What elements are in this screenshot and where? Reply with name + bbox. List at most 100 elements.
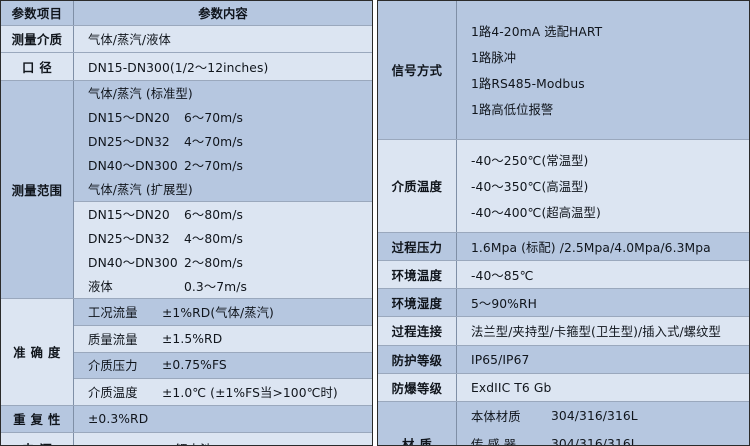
range-line: DN25～DN32 4～70m/s bbox=[74, 129, 372, 153]
material-line-value: 304/316/316L bbox=[551, 408, 638, 423]
range-line-value: 4～80m/s bbox=[184, 232, 243, 246]
row-label-explosion-grade: 防爆等级 bbox=[378, 374, 457, 401]
accuracy-line-key: 介质压力 bbox=[88, 359, 138, 374]
table-row-ambient-humidity: 环境湿度 5～90%RH bbox=[378, 289, 749, 317]
header-cell-parameter-content: 参数内容 bbox=[198, 7, 248, 21]
material-line-key: 本体材质 bbox=[471, 409, 521, 424]
range-line-value: 4～70m/s bbox=[184, 135, 243, 149]
accuracy-line-value: ±1.5%RD bbox=[162, 331, 223, 346]
accuracy-line: 工况流量 ±1%RD(气体/蒸汽) bbox=[74, 299, 372, 326]
row-value-power: 24V DC、3.6V锂电池 bbox=[74, 433, 372, 446]
range-line: DN15～DN20 6～70m/s bbox=[74, 105, 372, 129]
row-label-material: 材 质 bbox=[378, 402, 457, 445]
range-line-value: 0.3～7m/s bbox=[184, 280, 248, 294]
row-label-measuring-range: 测量范围 bbox=[1, 81, 74, 298]
accuracy-line: 介质温度 ±1.0℃ (±1%FS当>100℃时) bbox=[74, 379, 372, 405]
signal-line: 1路4-20mA 选配HART bbox=[471, 25, 603, 39]
table-row-protection-grade: 防护等级 IP65/IP67 bbox=[378, 346, 749, 374]
medium-temp-line: -40～250℃(常温型) bbox=[471, 154, 589, 168]
signal-line: 1路RS485-Modbus bbox=[471, 77, 585, 91]
range-line-key: DN25～DN32 bbox=[88, 135, 170, 149]
range-line: DN15～DN20 6～80m/s bbox=[74, 202, 372, 226]
signal-line: 1路高低位报警 bbox=[471, 103, 554, 117]
material-lines: 本体材质 304/316/316L 传 感 器 304/316/316L 仪表壳… bbox=[457, 402, 749, 446]
left-spec-table: 参数项目 参数内容 测量介质 气体/蒸汽/液体 口 径 DN15-DN300(1… bbox=[0, 0, 373, 446]
table-row-repeatability: 重 复 性 ±0.3%RD bbox=[1, 406, 372, 433]
row-label-ambient-temperature: 环境温度 bbox=[378, 261, 457, 288]
row-value-process-pressure: 1.6Mpa (标配) /2.5Mpa/4.0Mpa/6.3Mpa bbox=[471, 240, 711, 255]
range-line-key: 气体/蒸汽 (标准型) bbox=[88, 87, 193, 101]
row-value-signal-mode: 1路4-20mA 选配HART 1路脉冲 1路RS485-Modbus 1路高低… bbox=[457, 1, 749, 139]
row-label-repeatability: 重 复 性 bbox=[1, 406, 74, 432]
range-line: 气体/蒸汽 (扩展型) bbox=[74, 177, 372, 202]
table-row-process-pressure: 过程压力 1.6Mpa (标配) /2.5Mpa/4.0Mpa/6.3Mpa bbox=[378, 233, 749, 261]
accuracy-line-key: 质量流量 bbox=[88, 332, 138, 347]
table-row-medium-temperature: 介质温度 -40～250℃(常温型) -40～350℃(高温型) -40～400… bbox=[378, 140, 749, 233]
table-row-material: 材 质 本体材质 304/316/316L 传 感 器 304/316/316L… bbox=[378, 402, 749, 446]
table-row-accuracy: 准 确 度 工况流量 ±1%RD(气体/蒸汽) 质量流量 ±1.5%RD 介质压… bbox=[1, 299, 372, 406]
table-header-row: 参数项目 参数内容 bbox=[1, 1, 372, 26]
row-label-medium-temperature: 介质温度 bbox=[378, 140, 457, 232]
right-spec-table: 信号方式 1路4-20mA 选配HART 1路脉冲 1路RS485-Modbus… bbox=[377, 0, 750, 446]
accuracy-line-key: 工况流量 bbox=[88, 305, 138, 320]
range-line-key: DN15～DN20 bbox=[88, 111, 170, 125]
accuracy-line: 质量流量 ±1.5%RD bbox=[74, 325, 372, 353]
range-line-value: 6～80m/s bbox=[184, 208, 243, 222]
row-value-explosion-grade: ExdIIC T6 Gb bbox=[471, 380, 552, 395]
signal-line: 1路脉冲 bbox=[471, 51, 517, 65]
row-value-accuracy: 工况流量 ±1%RD(气体/蒸汽) 质量流量 ±1.5%RD 介质压力 ±0.7… bbox=[74, 299, 372, 405]
range-line: DN40～DN300 2～80m/s bbox=[74, 250, 372, 274]
table-row-power: 电 源 24V DC、3.6V锂电池 bbox=[1, 433, 372, 446]
accuracy-line-value: ±1%RD(气体/蒸汽) bbox=[162, 305, 274, 320]
table-row-ambient-temperature: 环境温度 -40～85℃ bbox=[378, 261, 749, 289]
row-value-caliber: DN15-DN300(1/2～12inches) bbox=[88, 60, 269, 75]
table-row-measuring-range: 测量范围 气体/蒸汽 (标准型) DN15～DN20 6～70m/s DN25～… bbox=[1, 81, 372, 299]
accuracy-line-key: 介质温度 bbox=[88, 386, 138, 401]
range-line: DN25～DN32 4～80m/s bbox=[74, 226, 372, 250]
range-line-value: 2～70m/s bbox=[184, 159, 243, 173]
row-value-process-connection: 法兰型/夹持型/卡箍型(卫生型)/插入式/螺纹型 bbox=[471, 325, 721, 339]
range-line-key: DN15～DN20 bbox=[88, 208, 170, 222]
row-value-ambient-humidity: 5～90%RH bbox=[471, 296, 537, 311]
header-cell-parameter-item: 参数项目 bbox=[1, 1, 74, 25]
row-label-ambient-humidity: 环境湿度 bbox=[378, 289, 457, 316]
row-label-signal-mode: 信号方式 bbox=[378, 1, 457, 139]
row-label-protection-grade: 防护等级 bbox=[378, 346, 457, 373]
medium-temp-line: -40～400℃(超高温型) bbox=[471, 206, 601, 220]
range-line-value: 6～70m/s bbox=[184, 111, 243, 125]
row-label-process-pressure: 过程压力 bbox=[378, 233, 457, 260]
row-label-process-connection: 过程连接 bbox=[378, 317, 457, 345]
range-line-key: DN25～DN32 bbox=[88, 232, 170, 246]
row-label-accuracy: 准 确 度 bbox=[1, 299, 74, 405]
range-line-key: 气体/蒸汽 (扩展型) bbox=[88, 183, 193, 197]
material-line-key: 传 感 器 bbox=[471, 437, 517, 446]
row-label-power: 电 源 bbox=[1, 433, 74, 445]
material-line: 本体材质 304/316/316L bbox=[457, 402, 749, 430]
row-value-medium-temperature: -40～250℃(常温型) -40～350℃(高温型) -40～400℃(超高温… bbox=[457, 140, 749, 232]
table-row-measuring-medium: 测量介质 气体/蒸汽/液体 bbox=[1, 26, 372, 53]
range-line-key: 液体 bbox=[88, 280, 113, 294]
material-line-value: 304/316/316L bbox=[551, 436, 638, 446]
range-line: 气体/蒸汽 (标准型) bbox=[74, 81, 372, 105]
row-value-repeatability: ±0.3%RD bbox=[88, 412, 149, 426]
accuracy-lines: 工况流量 ±1%RD(气体/蒸汽) 质量流量 ±1.5%RD 介质压力 ±0.7… bbox=[74, 299, 372, 405]
material-line: 传 感 器 304/316/316L bbox=[457, 430, 749, 446]
table-row-process-connection: 过程连接 法兰型/夹持型/卡箍型(卫生型)/插入式/螺纹型 bbox=[378, 317, 749, 346]
row-value-ambient-temperature: -40～85℃ bbox=[471, 268, 534, 283]
row-value-measuring-range: 气体/蒸汽 (标准型) DN15～DN20 6～70m/s DN25～DN32 … bbox=[74, 81, 372, 298]
table-gap bbox=[373, 0, 377, 446]
range-line-key: DN40～DN300 bbox=[88, 256, 178, 270]
accuracy-line-value: ±0.75%FS bbox=[162, 358, 227, 373]
row-value-material: 本体材质 304/316/316L 传 感 器 304/316/316L 仪表壳… bbox=[457, 402, 749, 446]
table-row-explosion-grade: 防爆等级 ExdIIC T6 Gb bbox=[378, 374, 749, 402]
medium-temp-line: -40～350℃(高温型) bbox=[471, 180, 589, 194]
accuracy-line: 介质压力 ±0.75%FS bbox=[74, 352, 372, 380]
table-row-caliber: 口 径 DN15-DN300(1/2～12inches) bbox=[1, 53, 372, 81]
accuracy-line-value: ±1.0℃ (±1%FS当>100℃时) bbox=[162, 386, 338, 401]
row-label-caliber: 口 径 bbox=[1, 53, 74, 80]
row-label-measuring-medium: 测量介质 bbox=[1, 26, 74, 52]
range-line-key: DN40～DN300 bbox=[88, 159, 178, 173]
medium-temperature-lines: -40～250℃(常温型) -40～350℃(高温型) -40～400℃(超高温… bbox=[457, 140, 749, 232]
row-value-protection-grade: IP65/IP67 bbox=[471, 352, 530, 367]
